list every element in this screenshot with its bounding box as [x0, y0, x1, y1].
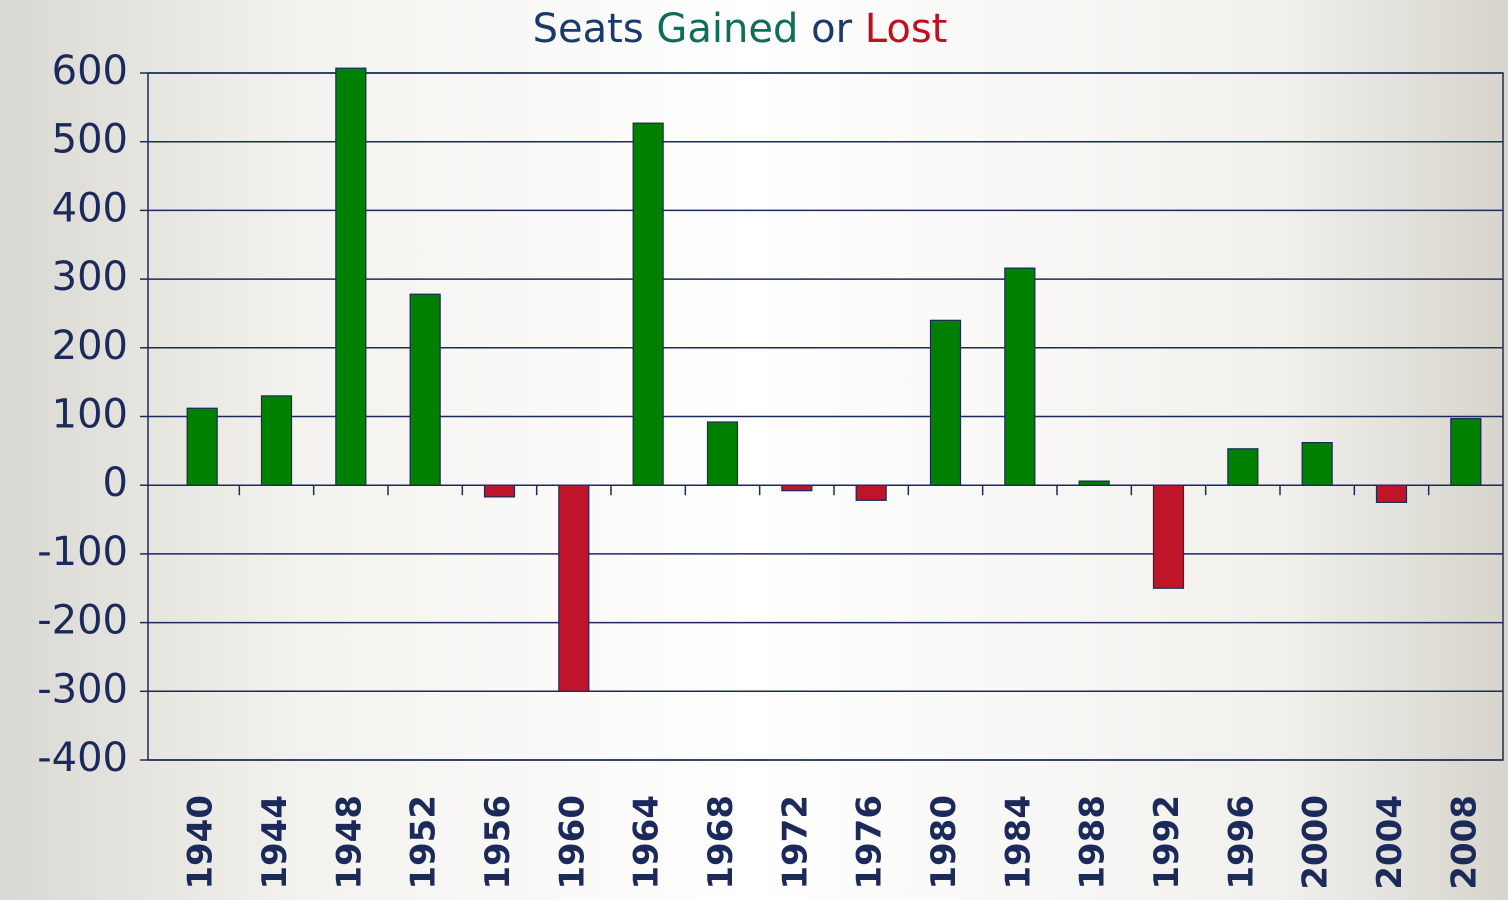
page: Seats Gained or Lost -400-300-200-100010…: [0, 0, 1508, 900]
y-tick-label: 400: [52, 185, 128, 231]
y-tick-label: 200: [52, 323, 128, 369]
bar: [187, 408, 217, 485]
x-tick-label: 1992: [1147, 795, 1187, 890]
x-tick-label: 1996: [1221, 795, 1261, 890]
bar: [931, 320, 961, 485]
x-tick-label: 1968: [701, 795, 741, 890]
y-tick-label: -300: [37, 666, 128, 712]
bar: [782, 485, 812, 490]
bar: [1451, 419, 1481, 486]
bar: [1154, 485, 1184, 588]
y-tick-label: 600: [52, 48, 128, 94]
x-tick-label: 2000: [1296, 795, 1336, 890]
bar: [262, 396, 292, 485]
y-tick-label: 100: [52, 392, 128, 438]
x-tick-label: 1948: [329, 795, 369, 890]
y-tick-label: -100: [37, 529, 128, 575]
bar: [485, 485, 515, 497]
x-tick-label: 2008: [1444, 795, 1484, 890]
x-tick-label: 1988: [1073, 795, 1113, 890]
x-tick-label: 1956: [478, 795, 518, 890]
x-tick-label: 1984: [998, 795, 1038, 890]
bar: [559, 485, 589, 691]
y-tick-label: 500: [52, 117, 128, 163]
y-tick-label: -200: [37, 598, 128, 644]
bar: [1079, 481, 1109, 485]
y-tick-label: 0: [103, 460, 128, 506]
bar: [336, 68, 366, 485]
x-tick-label: 1960: [552, 795, 592, 890]
bar: [1228, 449, 1258, 485]
x-tick-label: 1976: [850, 795, 890, 890]
bar: [633, 123, 663, 485]
x-tick-label: 1944: [255, 795, 295, 890]
bar: [410, 294, 440, 485]
chart: -400 -300 -200 -100 0 100 200 300 400 500 600 1940 1…: [0, 0, 1508, 900]
x-tick-label: 1980: [924, 795, 964, 890]
x-tick-label: 1952: [404, 795, 444, 890]
x-tick-label: 1964: [627, 795, 667, 890]
x-tick-label: 2004: [1370, 795, 1410, 890]
bar: [708, 422, 738, 485]
y-tick-label: 300: [52, 254, 128, 300]
bar: [1302, 443, 1332, 486]
x-tick-label: 1972: [775, 795, 815, 890]
bar: [1005, 268, 1035, 485]
bar: [856, 485, 886, 500]
x-tick-label: 1940: [181, 795, 221, 890]
y-tick-label: -400: [37, 735, 128, 781]
bar: [1377, 485, 1407, 502]
